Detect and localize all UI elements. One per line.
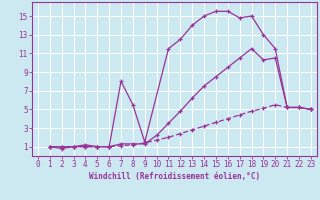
X-axis label: Windchill (Refroidissement éolien,°C): Windchill (Refroidissement éolien,°C) (89, 172, 260, 181)
